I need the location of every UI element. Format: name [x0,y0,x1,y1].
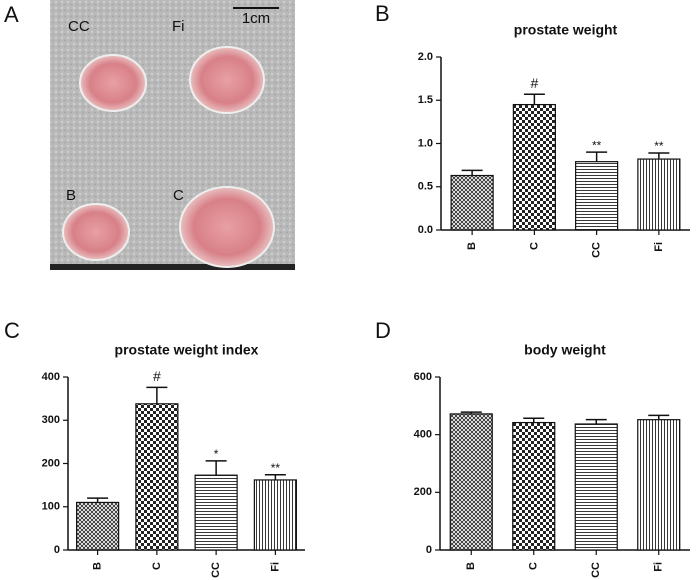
x-tick-label: B [465,562,477,570]
y-tick-label: 600 [414,371,432,383]
panel-label: C [4,318,20,343]
y-tick-label: 0.5 [418,181,433,193]
y-tick-label: 300 [42,414,60,426]
tissue [189,46,265,114]
ruler [50,264,295,270]
significance-mark: # [530,75,538,91]
bar [637,419,681,551]
photo-label: C [173,187,184,204]
bar [194,474,238,551]
bar [135,403,179,551]
x-tick-label: Fi [653,242,665,252]
y-tick-label: 0 [426,544,432,556]
significance-mark: # [153,368,161,384]
x-tick-label: B [92,562,104,570]
photo-label: B [66,187,76,204]
y-tick-label: 400 [414,429,432,441]
x-tick-label: CC [590,562,602,578]
panel-label: B [375,1,390,26]
chart-title: body weight [524,342,606,358]
tissue [79,54,147,112]
significance-mark: * [214,447,219,461]
y-tick-label: 200 [42,457,60,469]
panel-label: A [4,2,19,27]
photo-label: CC [68,18,90,35]
x-tick-label: Fi [269,562,281,572]
x-tick-label: B [466,242,478,250]
bar [575,161,619,231]
x-tick-label: CC [591,242,603,258]
bar [76,501,120,551]
significance-mark: ** [271,461,281,475]
tissue [179,186,275,268]
bar [449,413,493,551]
y-tick-label: 100 [42,501,60,513]
bar [253,479,297,551]
significance-mark: ** [592,138,602,152]
x-tick-label: C [528,242,540,250]
bar [450,174,494,231]
x-tick-label: C [528,562,540,570]
chart-title: prostate weight [514,22,618,38]
y-tick-label: 0.0 [418,224,433,236]
chart-title: prostate weight index [115,342,259,358]
photo-label: Fi [172,18,185,35]
bar [637,158,681,231]
y-tick-label: 1.5 [418,94,433,106]
scale-label: 1cm [242,10,270,27]
x-tick-label: Fi [653,562,665,572]
significance-mark: ** [654,139,664,153]
y-tick-label: 2.0 [418,51,433,63]
y-tick-label: 0 [54,544,60,556]
panel-label: D [375,318,391,343]
x-tick-label: CC [210,562,222,578]
bar [512,103,556,231]
x-tick-label: C [151,562,163,570]
y-tick-label: 1.0 [418,137,433,149]
bar [512,421,556,551]
tissue [62,203,130,261]
y-tick-label: 200 [414,486,432,498]
bar [574,423,618,551]
photo-panel: A CC Fi B C 1cm [4,0,295,270]
y-tick-label: 400 [42,371,60,383]
